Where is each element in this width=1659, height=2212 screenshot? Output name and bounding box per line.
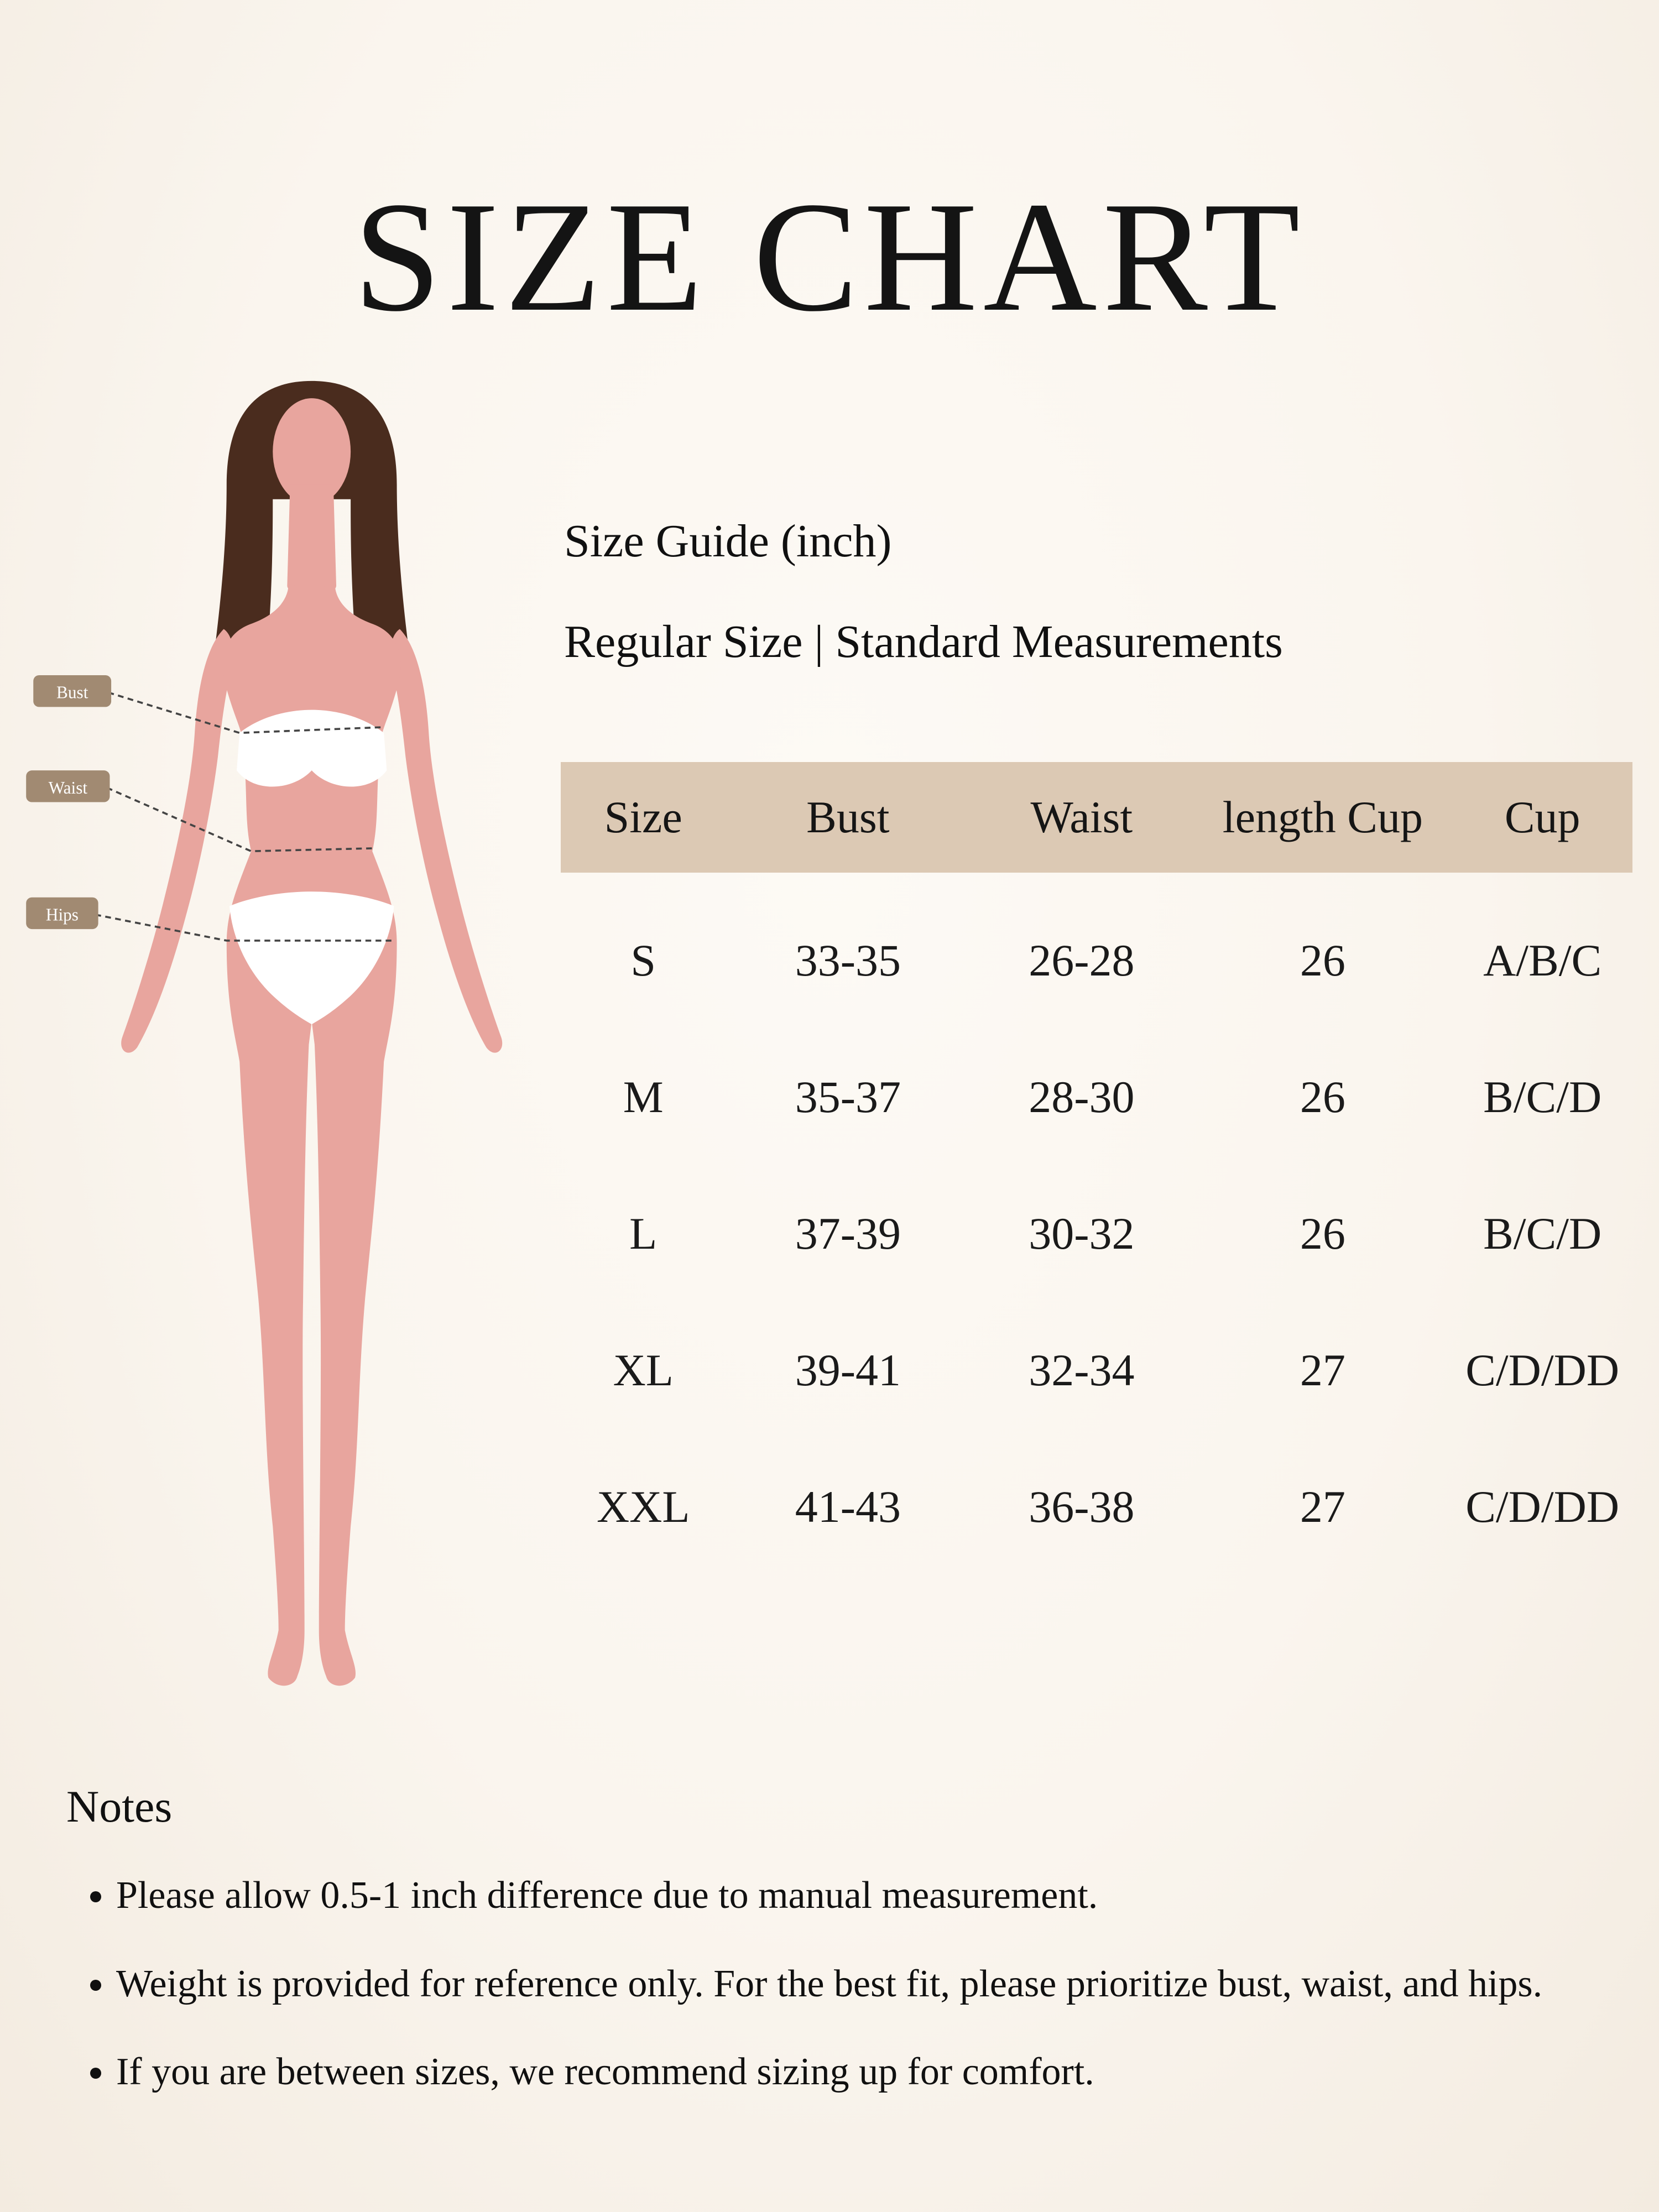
page-title: SIZE CHART <box>353 169 1306 344</box>
size-guide-subheading: Regular Size | Standard Measurements <box>564 616 1283 667</box>
cell-waist: 32-34 <box>1029 1344 1135 1395</box>
neck-shape <box>287 484 337 594</box>
cell-waist: 36-38 <box>1029 1481 1135 1532</box>
notes-heading: Notes <box>66 1781 173 1832</box>
cell-bust: 37-39 <box>795 1208 901 1259</box>
torso-legs-shape <box>222 583 401 1686</box>
right-arm-shape <box>390 629 503 1053</box>
size-guide-heading: Size Guide (inch) <box>564 515 892 567</box>
note-item: If you are between sizes, we recommend s… <box>116 2048 1615 2096</box>
table-row-s: S 33-35 26-28 26 A/B/C <box>561 892 1632 1029</box>
cell-bust: 35-37 <box>795 1071 901 1122</box>
size-table: Size Bust Waist length Cup Cup S 33-35 2… <box>561 762 1632 1575</box>
cell-waist: 28-30 <box>1029 1071 1135 1122</box>
note-item: Please allow 0.5-1 inch difference due t… <box>116 1871 1615 1920</box>
cell-size: S <box>630 935 656 985</box>
cell-size: XL <box>613 1344 674 1395</box>
cell-bust: 41-43 <box>795 1481 901 1532</box>
body-measurement-diagram: Bust Waist Hips <box>22 369 536 1725</box>
left-arm-shape <box>121 629 234 1053</box>
waist-label: Waist <box>49 778 88 797</box>
cell-length: 26 <box>1300 1071 1345 1122</box>
waist-label-chip: Waist <box>26 770 110 802</box>
cell-cup: C/D/DD <box>1465 1344 1620 1395</box>
waist-measurement-line <box>106 786 373 853</box>
bikini-shape <box>229 891 394 1025</box>
table-row-xxl: XXL 41-43 36-38 27 C/D/DD <box>561 1438 1632 1575</box>
table-header-row: Size Bust Waist length Cup Cup <box>561 762 1632 873</box>
notes-section: Notes Please allow 0.5-1 inch difference… <box>66 1781 1615 2136</box>
table-body: S 33-35 26-28 26 A/B/C M 35-37 28-30 26 … <box>561 873 1632 1575</box>
body-figure-svg: Bust Waist Hips <box>26 380 503 1686</box>
table-row-xl: XL 39-41 32-34 27 C/D/DD <box>561 1302 1632 1438</box>
cell-size: M <box>623 1071 664 1122</box>
header-cell-waist: Waist <box>1030 792 1133 842</box>
cell-length: 27 <box>1300 1344 1345 1395</box>
notes-list: Please allow 0.5-1 inch difference due t… <box>66 1871 1615 2096</box>
cell-length: 26 <box>1300 935 1345 985</box>
cell-bust: 33-35 <box>795 935 901 985</box>
cell-bust: 39-41 <box>795 1344 901 1395</box>
note-item: Weight is provided for reference only. F… <box>116 1960 1615 2008</box>
header-cell-cup: Cup <box>1504 792 1580 842</box>
cell-length: 27 <box>1300 1481 1345 1532</box>
cell-size: L <box>629 1208 658 1259</box>
cell-cup: A/B/C <box>1483 935 1602 985</box>
header-cell-size: Size <box>604 792 682 842</box>
cell-cup: B/C/D <box>1483 1071 1602 1122</box>
hips-label: Hips <box>46 905 79 924</box>
hair-shape <box>215 380 409 655</box>
cell-length: 26 <box>1300 1208 1345 1259</box>
cell-waist: 30-32 <box>1029 1208 1135 1259</box>
table-row-m: M 35-37 28-30 26 B/C/D <box>561 1029 1632 1165</box>
cell-size: XXL <box>596 1481 690 1532</box>
cell-cup: C/D/DD <box>1465 1481 1620 1532</box>
hips-measurement-line <box>95 914 394 942</box>
table-row-l: L 37-39 30-32 26 B/C/D <box>561 1165 1632 1302</box>
bust-label: Bust <box>56 683 88 702</box>
header-cell-bust: Bust <box>806 792 890 842</box>
hips-label-chip: Hips <box>26 897 98 930</box>
cell-cup: B/C/D <box>1483 1208 1602 1259</box>
head-shape <box>273 398 351 505</box>
cell-waist: 26-28 <box>1029 935 1135 985</box>
bust-label-chip: Bust <box>33 675 112 707</box>
bust-measurement-line <box>108 691 384 734</box>
header-cell-length-cup: length Cup <box>1222 792 1423 842</box>
